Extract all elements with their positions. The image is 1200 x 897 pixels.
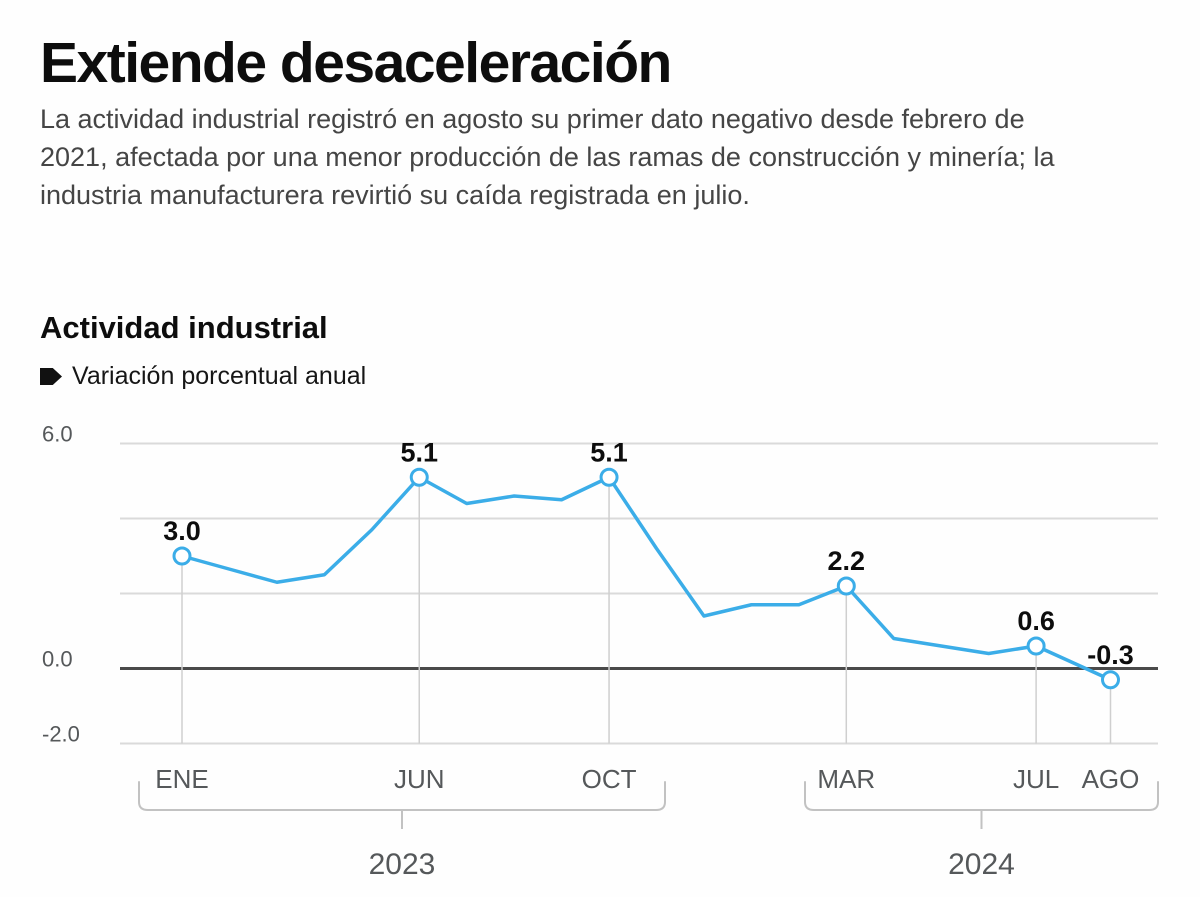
line-chart: 6.0 0.0 -2.0 3.0 5.1 5.1 2.2 0.6 -0.3 ENE JUN OCT MA… [0,410,1200,897]
year-label: 2023 [369,848,436,881]
data-point-label: 3.0 [163,516,201,546]
data-point-marker [1101,670,1120,690]
series-line [180,475,1113,682]
data-point-marker [172,546,192,566]
x-axis-label: JUL [1013,764,1059,794]
data-point-marker [1026,636,1046,656]
description-text: La actividad industrial registró en agos… [40,104,1055,210]
data-point-label: 5.1 [590,437,628,467]
x-axis-label: MAR [817,764,875,794]
data-point-label: -0.3 [1087,640,1134,670]
chart-legend: Variación porcentual anual [40,362,366,391]
x-axis-label: JUN [394,764,445,794]
chart-svg: 6.0 0.0 -2.0 3.0 5.1 5.1 2.2 0.6 -0.3 ENE JUN OCT MA… [42,422,1159,881]
y-axis-label: 6.0 [42,422,73,447]
x-axis-label: OCT [582,764,637,794]
y-axis-label: -2.0 [42,722,80,747]
chart-title: Actividad industrial [40,310,328,345]
x-axis-label: ENE [155,764,208,794]
y-axis-label: 0.0 [42,647,73,672]
x-axis-label: AGO [1082,764,1140,794]
legend-tag-icon [40,368,62,385]
data-point-label: 5.1 [400,437,438,467]
data-point-marker [409,467,429,487]
data-point-marker [599,467,619,487]
legend-label: Variación porcentual anual [72,362,367,390]
data-point-label: 0.6 [1017,606,1055,636]
data-point-marker [836,576,856,596]
page-title: Extiende desaceleración [40,31,672,95]
year-label: 2024 [948,848,1015,881]
data-point-label: 2.2 [828,546,866,576]
